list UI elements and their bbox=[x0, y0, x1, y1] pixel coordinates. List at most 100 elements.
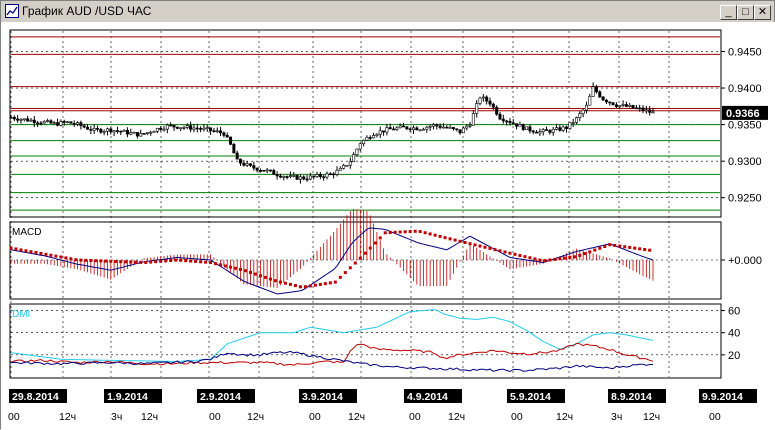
macd-signal-point bbox=[24, 249, 28, 253]
candle-body bbox=[9, 116, 13, 119]
macd-title: MACD bbox=[12, 227, 41, 238]
hour-label: 12ч bbox=[643, 411, 660, 423]
macd-signal-point bbox=[353, 261, 357, 265]
candle-body bbox=[328, 173, 332, 176]
candle-body bbox=[528, 126, 532, 132]
macd-signal-point bbox=[258, 274, 262, 278]
candle-body bbox=[22, 118, 26, 121]
macd-signal-point bbox=[328, 281, 332, 285]
macd-signal-point bbox=[428, 232, 432, 236]
hour-label: 3ч bbox=[111, 411, 122, 423]
candle-body bbox=[245, 163, 249, 166]
current-price-badge bbox=[722, 105, 768, 120]
macd-signal-point bbox=[448, 237, 452, 241]
candle-body bbox=[621, 104, 625, 106]
candle-body bbox=[215, 130, 219, 133]
candle-body bbox=[641, 107, 645, 111]
candle-body bbox=[358, 143, 362, 150]
macd-signal-point bbox=[458, 239, 462, 243]
candle-body bbox=[212, 130, 216, 133]
chart-area[interactable]: 0.9250 0.9300 0.9350 0.9400 0.9450 0.9366 +0.0… bbox=[1, 22, 775, 430]
candle-body bbox=[159, 127, 163, 130]
macd-signal-point bbox=[114, 259, 118, 263]
macd-signal-point bbox=[413, 229, 417, 233]
candle-body bbox=[105, 128, 109, 132]
macd-signal-point bbox=[498, 249, 502, 253]
candle-body bbox=[62, 121, 66, 123]
macd-signal-point bbox=[633, 246, 637, 250]
candle-body bbox=[475, 103, 479, 114]
candle-body bbox=[282, 176, 286, 178]
candle-body bbox=[29, 119, 33, 122]
macd-signal-point bbox=[194, 259, 198, 263]
hour-label: 00 bbox=[409, 411, 421, 423]
title-bar[interactable]: График AUD /USD ЧАС _ □ ✕ bbox=[2, 2, 773, 21]
minimize-button[interactable]: _ bbox=[720, 5, 737, 20]
candle-body bbox=[26, 118, 30, 122]
candle-body bbox=[302, 176, 306, 180]
candle-body bbox=[19, 119, 23, 121]
candle-body bbox=[511, 122, 515, 125]
macd-signal-point bbox=[523, 255, 527, 259]
macd-signal-point bbox=[363, 251, 367, 255]
macd-signal-point bbox=[563, 256, 567, 260]
candle-body bbox=[109, 128, 113, 133]
macd-signal-point bbox=[109, 259, 113, 263]
macd-signal-point bbox=[638, 247, 642, 251]
candle-body bbox=[495, 106, 499, 115]
hour-label: 12ч bbox=[556, 411, 573, 423]
macd-signal-point bbox=[398, 230, 402, 234]
macd-signal-point bbox=[124, 260, 128, 264]
price-panel[interactable] bbox=[9, 29, 722, 218]
macd-signal-point bbox=[528, 256, 532, 260]
macd-signal-point bbox=[333, 280, 337, 284]
candle-body bbox=[262, 169, 266, 172]
macd-signal-point bbox=[79, 258, 83, 262]
date-badge bbox=[699, 389, 757, 403]
candle-body bbox=[651, 111, 655, 114]
candle-body bbox=[352, 154, 356, 163]
macd-signal-point bbox=[598, 246, 602, 250]
dmi-panel[interactable] bbox=[9, 303, 722, 379]
candle-body bbox=[192, 127, 196, 130]
candle-body bbox=[66, 121, 70, 124]
hour-label: 00 bbox=[209, 411, 221, 423]
macd-signal-point bbox=[473, 243, 477, 247]
candle-body bbox=[225, 135, 229, 138]
macd-signal-point bbox=[373, 241, 377, 245]
candle-body bbox=[69, 121, 73, 124]
macd-signal-point bbox=[468, 242, 472, 246]
candle-body bbox=[541, 129, 545, 132]
macd-signal-point bbox=[119, 260, 123, 264]
candle-body bbox=[515, 123, 519, 127]
chart-icon bbox=[5, 4, 19, 18]
macd-signal-point bbox=[253, 272, 257, 276]
chart-background bbox=[1, 22, 775, 430]
candle-body bbox=[49, 120, 53, 124]
macd-signal-point bbox=[608, 243, 612, 247]
dmi-tick-label: 20 bbox=[728, 350, 740, 362]
candle-body bbox=[398, 125, 402, 129]
candle-body bbox=[308, 175, 312, 180]
candle-body bbox=[481, 96, 485, 99]
candle-body bbox=[139, 133, 143, 137]
candle-body bbox=[418, 129, 422, 132]
candle-body bbox=[362, 139, 366, 145]
date-label: 29.8.2014 bbox=[12, 391, 59, 403]
macd-signal-point bbox=[44, 252, 48, 256]
candle-body bbox=[618, 105, 622, 107]
candle-body bbox=[551, 129, 555, 133]
candle-body bbox=[335, 169, 339, 175]
candle-body bbox=[631, 104, 635, 109]
macd-signal-point bbox=[323, 282, 327, 286]
macd-signal-point bbox=[623, 245, 627, 249]
date-label: 2.9.2014 bbox=[200, 391, 241, 403]
macd-signal-point bbox=[278, 280, 282, 284]
maximize-button[interactable]: □ bbox=[737, 5, 754, 20]
macd-signal-point bbox=[583, 252, 587, 256]
date-label: 3.9.2014 bbox=[302, 391, 343, 403]
macd-signal-point bbox=[144, 260, 148, 264]
candle-body bbox=[571, 122, 575, 124]
macd-signal-point bbox=[568, 255, 572, 259]
close-button[interactable]: ✕ bbox=[754, 5, 771, 20]
